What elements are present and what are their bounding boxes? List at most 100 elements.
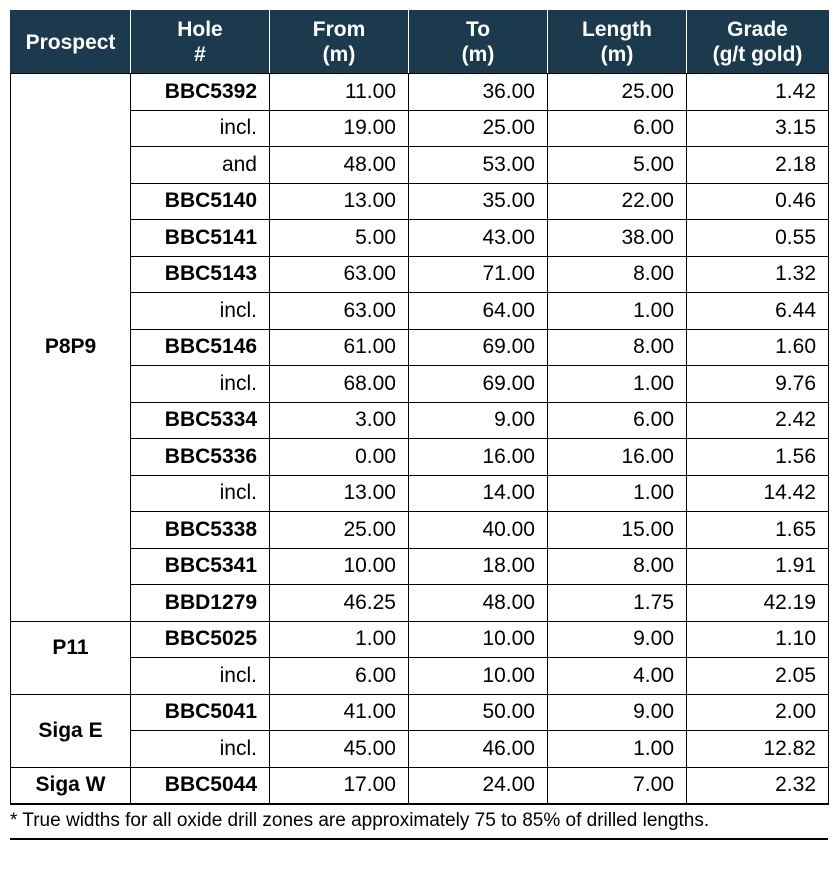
grade-cell: 1.56 xyxy=(686,438,829,476)
table-row: P8P9 BBC5392 11.00 36.00 25.00 1.42 xyxy=(10,73,829,622)
from-cell: 25.00 xyxy=(269,511,409,549)
prospect-cell: P8P9 xyxy=(10,73,131,622)
length-cell: 1.00 xyxy=(547,730,687,768)
grade-cell: 1.60 xyxy=(686,328,829,366)
from-cell: 45.00 xyxy=(269,730,409,768)
table-row: P11 BBC5025 1.00 10.00 9.00 1.10 xyxy=(10,620,829,695)
table-row: BBC5336 0.00 16.00 16.00 1.56 xyxy=(11,438,829,476)
prospect-cell: Siga E xyxy=(10,693,131,768)
grade-cell: 42.19 xyxy=(686,584,829,622)
from-cell: 5.00 xyxy=(269,219,409,257)
length-cell: 8.00 xyxy=(547,255,687,293)
from-cell: 11.00 xyxy=(269,73,409,111)
to-cell: 35.00 xyxy=(408,182,548,220)
table-row: incl. 63.00 64.00 1.00 6.44 xyxy=(11,292,829,330)
to-cell: 36.00 xyxy=(408,73,548,111)
column-header-length-line: (m) xyxy=(600,43,634,66)
to-cell: 69.00 xyxy=(408,328,548,366)
hole-cell: incl. xyxy=(130,109,270,147)
from-cell: 10.00 xyxy=(269,547,409,585)
to-cell: 48.00 xyxy=(408,584,548,622)
hole-cell: BBC5338 xyxy=(130,511,270,549)
column-header-grade-line: (g/t gold) xyxy=(712,43,803,66)
length-cell: 25.00 xyxy=(547,73,687,111)
grade-cell: 9.76 xyxy=(686,365,829,403)
hole-cell: and xyxy=(130,146,270,184)
grade-cell: 14.42 xyxy=(686,474,829,512)
hole-cell: BBC5143 xyxy=(130,255,270,293)
column-header-from: From (m) xyxy=(269,10,409,74)
to-cell: 43.00 xyxy=(408,219,548,257)
to-cell: 46.00 xyxy=(408,730,548,768)
table-row: incl. 19.00 25.00 6.00 3.15 xyxy=(11,109,829,147)
column-header-grade: Grade (g/t gold) xyxy=(686,10,829,74)
table-row: BBC5338 25.00 40.00 15.00 1.65 xyxy=(11,511,829,549)
table-row: Siga W BBC5044 17.00 24.00 7.00 2.32 xyxy=(10,766,829,805)
from-cell: 41.00 xyxy=(269,693,409,731)
to-cell: 18.00 xyxy=(408,547,548,585)
length-cell: 6.00 xyxy=(547,109,687,147)
hole-cell: BBC5392 xyxy=(130,73,270,111)
table-row: incl. 6.00 10.00 4.00 2.05 xyxy=(11,657,829,695)
to-cell: 69.00 xyxy=(408,365,548,403)
column-header-length: Length (m) xyxy=(547,10,687,74)
grade-cell: 3.15 xyxy=(686,109,829,147)
grade-cell: 6.44 xyxy=(686,292,829,330)
hole-cell: BBC5341 xyxy=(130,547,270,585)
hole-cell: BBD1279 xyxy=(130,584,270,622)
grade-cell: 0.55 xyxy=(686,219,829,257)
table-row: BBC5341 10.00 18.00 8.00 1.91 xyxy=(11,547,829,585)
prospect-cell: P11 xyxy=(10,620,131,695)
grade-cell: 1.32 xyxy=(686,255,829,293)
to-cell: 25.00 xyxy=(408,109,548,147)
to-cell: 10.00 xyxy=(408,657,548,695)
hole-cell: incl. xyxy=(130,474,270,512)
from-cell: 46.25 xyxy=(269,584,409,622)
hole-cell: BBC5334 xyxy=(130,401,270,439)
column-header-to: To (m) xyxy=(408,10,548,74)
column-header-from-line: From xyxy=(312,18,366,41)
from-cell: 19.00 xyxy=(269,109,409,147)
from-cell: 3.00 xyxy=(269,401,409,439)
table-row: BBC5334 3.00 9.00 6.00 2.42 xyxy=(11,401,829,439)
from-cell: 1.00 xyxy=(269,620,409,658)
from-cell: 63.00 xyxy=(269,292,409,330)
column-header-hole: Hole # xyxy=(130,10,270,74)
column-header-from-line: (m) xyxy=(322,43,356,66)
length-cell: 1.75 xyxy=(547,584,687,622)
hole-cell: incl. xyxy=(130,657,270,695)
length-cell: 4.00 xyxy=(547,657,687,695)
table-row: BBD1279 46.25 48.00 1.75 42.19 xyxy=(11,584,829,622)
length-cell: 38.00 xyxy=(547,219,687,257)
hole-cell: BBC5146 xyxy=(130,328,270,366)
hole-cell: incl. xyxy=(130,292,270,330)
length-cell: 8.00 xyxy=(547,547,687,585)
to-cell: 10.00 xyxy=(408,620,548,658)
length-cell: 16.00 xyxy=(547,438,687,476)
to-cell: 71.00 xyxy=(408,255,548,293)
table-row: incl. 13.00 14.00 1.00 14.42 xyxy=(11,474,829,512)
from-cell: 13.00 xyxy=(269,182,409,220)
hole-cell: BBC5140 xyxy=(130,182,270,220)
from-cell: 13.00 xyxy=(269,474,409,512)
from-cell: 63.00 xyxy=(269,255,409,293)
footnote: * True widths for all oxide drill zones … xyxy=(10,807,828,840)
from-cell: 0.00 xyxy=(269,438,409,476)
table-row: BBC5141 5.00 43.00 38.00 0.55 xyxy=(11,219,829,257)
hole-cell: BBC5141 xyxy=(130,219,270,257)
grade-cell: 2.18 xyxy=(686,146,829,184)
table-row: BBC5143 63.00 71.00 8.00 1.32 xyxy=(11,255,829,293)
to-cell: 50.00 xyxy=(408,693,548,731)
hole-cell: BBC5041 xyxy=(130,693,270,731)
to-cell: 64.00 xyxy=(408,292,548,330)
length-cell: 9.00 xyxy=(547,620,687,658)
length-cell: 5.00 xyxy=(547,146,687,184)
hole-cell: BBC5025 xyxy=(130,620,270,658)
from-cell: 68.00 xyxy=(269,365,409,403)
prospect-cell: Siga W xyxy=(10,766,131,805)
hole-cell: incl. xyxy=(130,365,270,403)
length-cell: 6.00 xyxy=(547,401,687,439)
length-cell: 1.00 xyxy=(547,365,687,403)
column-header-prospect: Prospect xyxy=(10,10,131,74)
table-row: Siga E BBC5041 41.00 50.00 9.00 2.00 xyxy=(10,693,829,768)
